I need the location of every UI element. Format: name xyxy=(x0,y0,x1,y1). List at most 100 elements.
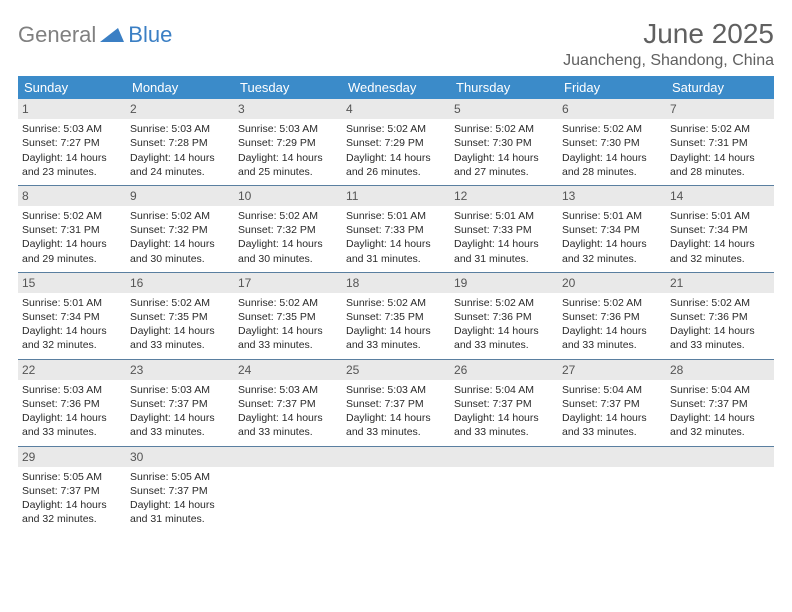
sunset-text: Sunset: 7:28 PM xyxy=(130,136,230,150)
daylight-text: and 33 minutes. xyxy=(670,338,770,352)
weekday-header: Thursday xyxy=(450,76,558,99)
day-cell: 20Sunrise: 5:02 AMSunset: 7:36 PMDayligh… xyxy=(558,273,666,359)
sunrise-text: Sunrise: 5:03 AM xyxy=(238,383,338,397)
daylight-text: and 27 minutes. xyxy=(454,165,554,179)
day-number: 15 xyxy=(18,273,126,293)
day-number: 22 xyxy=(18,360,126,380)
daylight-text: and 33 minutes. xyxy=(346,425,446,439)
day-number: 26 xyxy=(450,360,558,380)
logo-text-gray: General xyxy=(18,22,96,48)
daylight-text: and 30 minutes. xyxy=(238,252,338,266)
sunrise-text: Sunrise: 5:02 AM xyxy=(130,209,230,223)
triangle-icon xyxy=(100,24,124,47)
daylight-text: and 25 minutes. xyxy=(238,165,338,179)
sunrise-text: Sunrise: 5:01 AM xyxy=(22,296,122,310)
day-cell: 12Sunrise: 5:01 AMSunset: 7:33 PMDayligh… xyxy=(450,186,558,272)
sunset-text: Sunset: 7:35 PM xyxy=(130,310,230,324)
week-row: 1Sunrise: 5:03 AMSunset: 7:27 PMDaylight… xyxy=(18,99,774,186)
day-number: 2 xyxy=(126,99,234,119)
daylight-text: Daylight: 14 hours xyxy=(562,151,662,165)
header: General Blue June 2025 Juancheng, Shando… xyxy=(18,18,774,70)
daylight-text: Daylight: 14 hours xyxy=(454,151,554,165)
daylight-text: and 28 minutes. xyxy=(670,165,770,179)
sunset-text: Sunset: 7:33 PM xyxy=(454,223,554,237)
weekday-header-row: Sunday Monday Tuesday Wednesday Thursday… xyxy=(18,76,774,99)
sunrise-text: Sunrise: 5:02 AM xyxy=(454,296,554,310)
daylight-text: Daylight: 14 hours xyxy=(346,237,446,251)
daylight-text: Daylight: 14 hours xyxy=(238,411,338,425)
sunrise-text: Sunrise: 5:02 AM xyxy=(670,122,770,136)
day-cell: 3Sunrise: 5:03 AMSunset: 7:29 PMDaylight… xyxy=(234,99,342,185)
daylight-text: Daylight: 14 hours xyxy=(130,237,230,251)
daylight-text: and 28 minutes. xyxy=(562,165,662,179)
sunset-text: Sunset: 7:30 PM xyxy=(454,136,554,150)
weekday-header: Sunday xyxy=(18,76,126,99)
daylight-text: and 31 minutes. xyxy=(346,252,446,266)
sunrise-text: Sunrise: 5:04 AM xyxy=(562,383,662,397)
sunrise-text: Sunrise: 5:04 AM xyxy=(670,383,770,397)
day-number: 8 xyxy=(18,186,126,206)
day-cell: 14Sunrise: 5:01 AMSunset: 7:34 PMDayligh… xyxy=(666,186,774,272)
day-number: 5 xyxy=(450,99,558,119)
daylight-text: and 32 minutes. xyxy=(670,252,770,266)
sunset-text: Sunset: 7:37 PM xyxy=(562,397,662,411)
day-cell xyxy=(342,447,450,533)
day-number xyxy=(450,447,558,467)
weekday-header: Tuesday xyxy=(234,76,342,99)
sunrise-text: Sunrise: 5:02 AM xyxy=(22,209,122,223)
sunrise-text: Sunrise: 5:02 AM xyxy=(670,296,770,310)
day-cell: 23Sunrise: 5:03 AMSunset: 7:37 PMDayligh… xyxy=(126,360,234,446)
location: Juancheng, Shandong, China xyxy=(563,52,774,70)
sunset-text: Sunset: 7:36 PM xyxy=(562,310,662,324)
daylight-text: and 31 minutes. xyxy=(454,252,554,266)
daylight-text: Daylight: 14 hours xyxy=(238,237,338,251)
day-number: 20 xyxy=(558,273,666,293)
sunrise-text: Sunrise: 5:05 AM xyxy=(22,470,122,484)
daylight-text: Daylight: 14 hours xyxy=(22,324,122,338)
sunrise-text: Sunrise: 5:03 AM xyxy=(130,383,230,397)
sunset-text: Sunset: 7:34 PM xyxy=(562,223,662,237)
daylight-text: and 32 minutes. xyxy=(22,512,122,526)
sunrise-text: Sunrise: 5:03 AM xyxy=(346,383,446,397)
daylight-text: Daylight: 14 hours xyxy=(238,324,338,338)
day-cell xyxy=(666,447,774,533)
day-number: 21 xyxy=(666,273,774,293)
daylight-text: and 33 minutes. xyxy=(238,338,338,352)
day-cell: 15Sunrise: 5:01 AMSunset: 7:34 PMDayligh… xyxy=(18,273,126,359)
day-cell: 5Sunrise: 5:02 AMSunset: 7:30 PMDaylight… xyxy=(450,99,558,185)
daylight-text: Daylight: 14 hours xyxy=(562,237,662,251)
sunset-text: Sunset: 7:31 PM xyxy=(670,136,770,150)
daylight-text: Daylight: 14 hours xyxy=(238,151,338,165)
sunset-text: Sunset: 7:33 PM xyxy=(346,223,446,237)
day-number: 25 xyxy=(342,360,450,380)
day-number: 3 xyxy=(234,99,342,119)
title-block: June 2025 Juancheng, Shandong, China xyxy=(563,18,774,70)
week-row: 15Sunrise: 5:01 AMSunset: 7:34 PMDayligh… xyxy=(18,273,774,360)
month-title: June 2025 xyxy=(563,18,774,50)
sunset-text: Sunset: 7:32 PM xyxy=(238,223,338,237)
day-number: 19 xyxy=(450,273,558,293)
daylight-text: and 33 minutes. xyxy=(22,425,122,439)
day-cell xyxy=(234,447,342,533)
day-cell: 26Sunrise: 5:04 AMSunset: 7:37 PMDayligh… xyxy=(450,360,558,446)
sunrise-text: Sunrise: 5:01 AM xyxy=(346,209,446,223)
day-number: 14 xyxy=(666,186,774,206)
day-number: 29 xyxy=(18,447,126,467)
day-number: 24 xyxy=(234,360,342,380)
sunset-text: Sunset: 7:35 PM xyxy=(346,310,446,324)
day-cell: 2Sunrise: 5:03 AMSunset: 7:28 PMDaylight… xyxy=(126,99,234,185)
weekday-header: Friday xyxy=(558,76,666,99)
day-number xyxy=(342,447,450,467)
daylight-text: Daylight: 14 hours xyxy=(670,324,770,338)
daylight-text: and 33 minutes. xyxy=(562,338,662,352)
sunset-text: Sunset: 7:36 PM xyxy=(22,397,122,411)
day-number: 27 xyxy=(558,360,666,380)
daylight-text: and 32 minutes. xyxy=(670,425,770,439)
sunrise-text: Sunrise: 5:03 AM xyxy=(22,122,122,136)
day-cell: 1Sunrise: 5:03 AMSunset: 7:27 PMDaylight… xyxy=(18,99,126,185)
daylight-text: Daylight: 14 hours xyxy=(22,411,122,425)
daylight-text: and 23 minutes. xyxy=(22,165,122,179)
daylight-text: and 29 minutes. xyxy=(22,252,122,266)
daylight-text: Daylight: 14 hours xyxy=(22,151,122,165)
daylight-text: and 31 minutes. xyxy=(130,512,230,526)
